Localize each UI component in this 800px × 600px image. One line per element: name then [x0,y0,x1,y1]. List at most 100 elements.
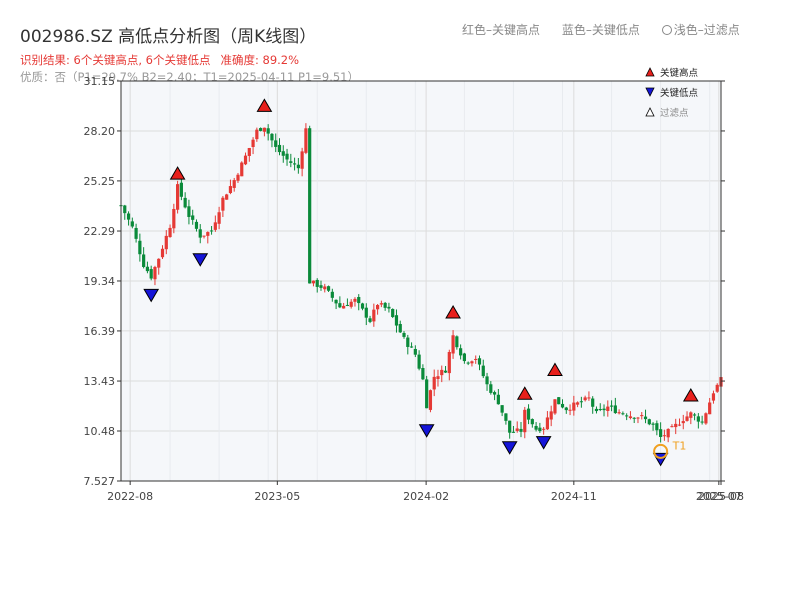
candle-body [609,405,614,407]
candle-body [285,153,289,160]
candle [579,396,583,408]
candle [643,409,648,424]
candle-body [160,248,165,258]
candle-body [149,269,153,279]
candle [651,422,655,431]
candle-body [436,376,440,379]
candle-body [330,291,334,298]
candle-body [308,128,312,284]
candle-body [243,155,248,165]
candle-body [451,335,455,354]
candle [289,153,293,168]
y-tick-label: 16.39 [84,325,116,338]
candle-body [598,409,602,411]
candle-body [455,336,459,348]
candle [560,399,565,409]
candle-body [217,212,221,224]
candle-body [628,416,633,419]
candle-body [681,421,685,424]
candle-body [179,182,183,197]
candle [696,413,700,429]
candle-body [406,337,410,347]
candle-body [443,370,448,373]
color-legend: 红色–关键高点 蓝色–关键低点 浅色–过滤点 [462,21,740,38]
candle [217,206,221,230]
candle-body [711,393,716,401]
candle-body [342,305,346,309]
candle [519,422,523,438]
candle [432,369,436,397]
candle [198,224,202,244]
candle-body [138,240,142,255]
candle [409,342,414,348]
candle-body [315,279,319,287]
candle [606,400,610,417]
y-tick-label: 19.34 [84,275,116,288]
candle [221,195,225,217]
candle-body [647,419,651,425]
t1-label: T1 [672,439,687,452]
candle [602,404,606,417]
candle [240,161,244,177]
candle [700,415,704,425]
candle [425,375,429,409]
candle [655,420,659,436]
candle [364,303,368,326]
candle [609,400,614,412]
candle [613,397,617,414]
candle-body [576,402,580,405]
candle [625,413,629,421]
candle [194,219,199,232]
candle [349,299,353,309]
candle-body [126,213,131,220]
candle-body [534,425,538,430]
candle-body [485,376,489,385]
candle [481,359,485,379]
candle [462,352,466,364]
candle [632,417,636,424]
candle [236,172,240,183]
candle-body [447,351,451,374]
candle [149,265,153,281]
candle-body [553,399,557,414]
candle [677,418,682,427]
key-high-marker [516,386,533,400]
candle-body [568,409,572,411]
candle [398,320,402,333]
candle [300,147,304,177]
candle [394,309,399,333]
candle-body [591,398,595,407]
legend-label: 关键低点 [660,87,699,99]
candle-body [198,229,202,238]
y-tick-label: 25.25 [84,175,116,188]
candle-body [134,227,138,239]
candle-body [625,415,629,417]
candle-body [459,348,463,356]
candle [262,127,266,137]
candle [538,422,542,433]
candle [191,209,195,225]
candle [670,424,674,428]
candle-body [304,128,308,153]
candle-body [394,315,399,326]
candle [326,285,331,292]
candle [202,235,206,239]
legend-blue-label: 蓝色–关键低点 [561,23,640,37]
candle-body [685,416,689,421]
candle-body [262,127,266,132]
candle [666,428,670,443]
candle-body [594,408,599,412]
candle-body [421,368,425,380]
candle [576,401,580,408]
candle [492,390,497,401]
candle-body [228,186,233,194]
candle-body [696,416,700,422]
candle-body [617,412,621,414]
candle [662,429,666,441]
candle-body [176,184,180,210]
t1-circle [653,443,669,459]
candle-body [368,318,372,322]
candle-body [674,423,678,428]
candle-body [387,306,391,309]
candle [353,297,357,307]
